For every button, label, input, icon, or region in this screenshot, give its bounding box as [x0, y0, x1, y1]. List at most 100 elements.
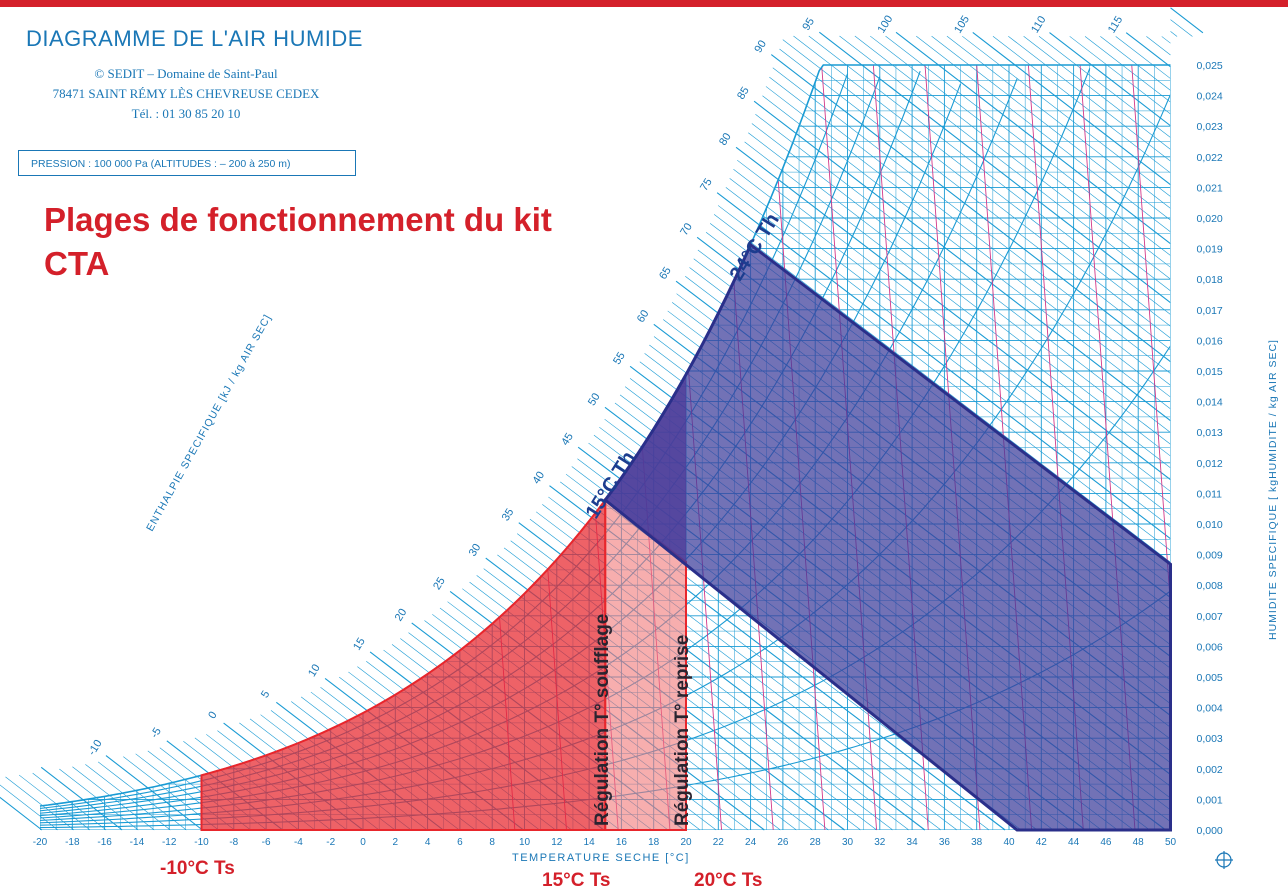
enthalpy-line — [105, 755, 203, 831]
x-tick-label: -16 — [97, 837, 112, 848]
enthalpy-line — [1069, 36, 1171, 115]
enthalpy-tick-label: 40 — [531, 469, 548, 486]
enthalpy-tick-label: 80 — [717, 131, 734, 148]
y-tick-label: 0,006 — [1197, 641, 1223, 653]
enthalpy-tick-label: 85 — [735, 85, 752, 102]
enthalpy-line — [1115, 36, 1171, 79]
x-tick-label: 32 — [874, 837, 886, 848]
enthalpy-line — [854, 35, 1171, 280]
enthalpy-line — [737, 159, 1171, 492]
x-tick-label: -14 — [130, 837, 145, 848]
y-tick-label: 0,012 — [1197, 458, 1223, 470]
enthalpy-line — [1038, 36, 1171, 138]
enthalpy-tick-label: 25 — [431, 575, 448, 592]
enthalpy-line — [793, 35, 1171, 327]
enthalpy-tick-label: 15 — [351, 636, 368, 653]
enthalpy-tick-label: 0 — [206, 709, 219, 721]
x-tick-label: 38 — [971, 837, 983, 848]
x-tick-label: -20 — [33, 837, 48, 848]
x-tick-label: 18 — [648, 837, 660, 848]
y-tick-label: 0,023 — [1197, 121, 1223, 133]
x-axis-title: TEMPERATURE SECHE [°C] — [512, 852, 690, 864]
enthalpy-line — [962, 35, 1171, 197]
enthalpy-line — [769, 76, 1171, 386]
y-tick-label: 0,010 — [1197, 519, 1223, 531]
enthalpy-tick-label: 60 — [635, 308, 652, 325]
enthalpy-line — [1084, 36, 1171, 103]
enthalpy-line — [1008, 35, 1171, 162]
enthalpy-line — [0, 784, 59, 831]
enthalpy-line — [779, 48, 1171, 351]
y-tick-label: 0,003 — [1197, 733, 1223, 745]
y-tick-label: 0,025 — [1197, 60, 1223, 72]
enthalpy-line — [1170, 7, 1204, 34]
x-tick-label: 16 — [616, 837, 628, 848]
specific-volume-line — [1131, 65, 1171, 830]
enthalpy-tick-label: 35 — [500, 506, 517, 523]
dry-bulb-minus10-label: -10°C Ts — [160, 858, 235, 879]
enthalpy-line — [765, 86, 1171, 398]
enthalpy-tick-label: 75 — [698, 176, 715, 193]
x-tick-label: 46 — [1100, 837, 1112, 848]
enthalpy-line — [1170, 31, 1178, 37]
y-tick-label: 0,019 — [1197, 244, 1223, 256]
enthalpy-tick-label: -5 — [149, 726, 164, 741]
enthalpy-tick-label: 55 — [611, 350, 628, 367]
enthalpy-line — [85, 764, 171, 831]
x-tick-label: 14 — [584, 837, 596, 848]
y-tick-label: 0,022 — [1197, 152, 1223, 164]
y-tick-label: 0,001 — [1197, 794, 1223, 806]
x-tick-label: 44 — [1068, 837, 1080, 848]
dry-bulb-20-label: 20°C Ts — [694, 870, 763, 891]
publisher-phone: Tél. : 01 30 85 20 10 — [131, 106, 241, 121]
enthalpy-tick-label: 65 — [657, 265, 674, 282]
enthalpy-tick-label: 10 — [306, 662, 323, 679]
crosshair-icon — [1215, 851, 1233, 869]
x-tick-label: 26 — [777, 837, 789, 848]
x-tick-label: 2 — [393, 837, 399, 848]
x-tick-label: 10 — [519, 837, 531, 848]
enthalpy-line — [972, 31, 1171, 186]
y-tick-label: 0,018 — [1197, 274, 1223, 286]
enthalpy-axis-title: ENTHALPIE SPECIFIQUE [kJ / kg AIR SEC] — [144, 312, 274, 533]
y-tick-label: 0,015 — [1197, 366, 1223, 378]
x-tick-label: 48 — [1133, 837, 1145, 848]
enthalpy-line — [772, 67, 1171, 374]
x-tick-label: 6 — [457, 837, 463, 848]
enthalpy-tick-label: 70 — [678, 221, 695, 238]
x-tick-label: -6 — [262, 837, 271, 848]
x-tick-label: -2 — [326, 837, 335, 848]
enthalpy-tick-label: 90 — [752, 38, 769, 55]
enthalpy-tick-label: 95 — [800, 16, 817, 33]
enthalpy-line — [713, 214, 1171, 563]
x-tick-label: 22 — [713, 837, 725, 848]
enthalpy-line — [885, 35, 1171, 256]
enthalpy-line — [1023, 36, 1171, 150]
supply-regulation-label: Régulation T° soufflage — [592, 614, 613, 826]
enthalpy-line — [5, 776, 75, 831]
enthalpy-line — [1049, 32, 1171, 127]
y-tick-label: 0,009 — [1197, 550, 1223, 562]
enthalpy-line — [1161, 36, 1171, 44]
y-tick-label: 0,016 — [1197, 335, 1223, 347]
enthalpy-line — [870, 35, 1171, 268]
publisher-address: 78471 SAINT RÉMY LÈS CHEVREUSE CEDEX — [52, 86, 320, 101]
enthalpy-line — [97, 761, 187, 831]
enthalpy-tick-label: 100 — [875, 13, 895, 35]
wet-bulb-operating-zone — [603, 242, 1172, 832]
enthalpy-tick-label: 110 — [1029, 14, 1048, 35]
enthalpy-line — [753, 100, 1171, 422]
enthalpy-line — [716, 192, 1171, 540]
x-tick-label: -10 — [194, 837, 209, 848]
enthalpy-line — [1146, 36, 1171, 56]
y-tick-label: 0,014 — [1197, 397, 1223, 409]
y-tick-label: 0,024 — [1197, 91, 1223, 103]
enthalpy-line — [916, 35, 1171, 233]
x-tick-label: -8 — [229, 837, 238, 848]
publisher-name: © SEDIT – Domaine de Saint-Paul — [94, 66, 278, 81]
y-tick-label: 0,004 — [1197, 703, 1223, 715]
y-tick-label: 0,013 — [1197, 427, 1223, 439]
x-tick-label: -12 — [162, 837, 177, 848]
supply-regulation-zone — [200, 497, 607, 831]
